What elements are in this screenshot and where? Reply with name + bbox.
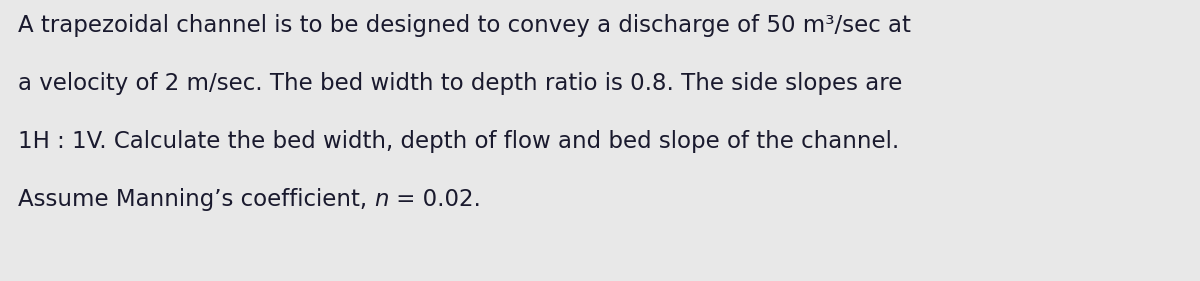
Text: 1H : 1V. Calculate the bed width, depth of flow and bed slope of the channel.: 1H : 1V. Calculate the bed width, depth …	[18, 130, 899, 153]
Text: a velocity of 2 m/sec. The bed width to depth ratio is 0.8. The side slopes are: a velocity of 2 m/sec. The bed width to …	[18, 72, 902, 95]
Text: A trapezoidal channel is to be designed to convey a discharge of 50 m³/sec at: A trapezoidal channel is to be designed …	[18, 14, 911, 37]
Text: = 0.02.: = 0.02.	[389, 188, 481, 211]
Text: n: n	[374, 188, 389, 211]
Text: Assume Manning’s coefficient,: Assume Manning’s coefficient,	[18, 188, 374, 211]
